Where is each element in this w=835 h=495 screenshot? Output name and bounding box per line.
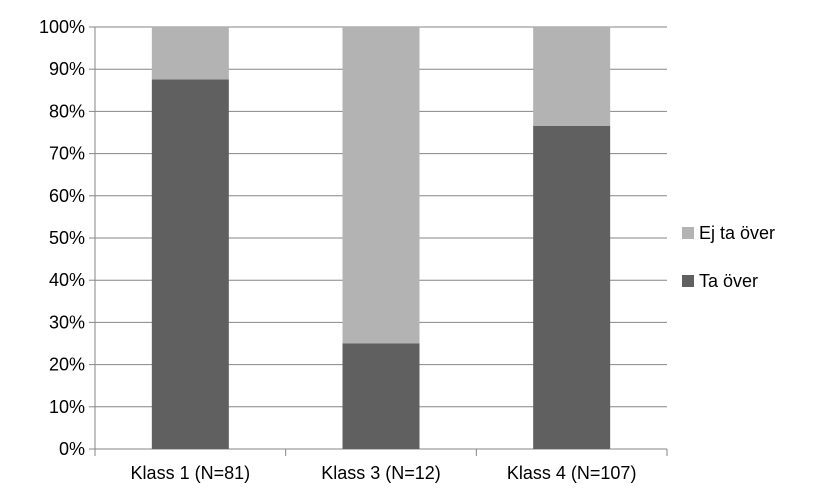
- y-tick-label: 90%: [49, 59, 85, 79]
- y-tick-label: 70%: [49, 144, 85, 164]
- y-tick-label: 20%: [49, 355, 85, 375]
- legend-swatch: [682, 227, 694, 239]
- x-category-label: Klass 1 (N=81): [131, 463, 251, 483]
- y-tick-label: 100%: [39, 17, 85, 37]
- y-tick-label: 30%: [49, 312, 85, 332]
- bar-segment-ej-ta-over: [151, 27, 229, 80]
- legend: Ej ta över Ta över: [682, 223, 775, 291]
- bars: [151, 27, 611, 450]
- bar-segment-ta-over: [151, 79, 229, 449]
- x-category-label: Klass 4 (N=107): [507, 463, 637, 483]
- y-tick-label: 50%: [49, 228, 85, 248]
- legend-label: Ta över: [699, 271, 758, 291]
- y-tick-label: 0%: [59, 439, 85, 459]
- y-tick-label: 60%: [49, 186, 85, 206]
- y-tick-label: 10%: [49, 397, 85, 417]
- legend-label: Ej ta över: [699, 223, 775, 243]
- bar-segment-ta-over: [533, 125, 611, 450]
- y-tick-label: 40%: [49, 270, 85, 290]
- bar-segment-ej-ta-over: [533, 27, 611, 126]
- y-tick-label: 80%: [49, 101, 85, 121]
- bar-segment-ej-ta-over: [342, 27, 420, 344]
- x-category-label: Klass 3 (N=12): [321, 463, 441, 483]
- legend-swatch: [682, 275, 694, 287]
- bar-segment-ta-over: [342, 343, 420, 449]
- x-axis: Klass 1 (N=81) Klass 3 (N=12) Klass 4 (N=1…: [94, 448, 668, 483]
- y-axis: 0% 10% 20% 30% 40% 50% 60% 70% 80% 90% 100%: [39, 17, 96, 459]
